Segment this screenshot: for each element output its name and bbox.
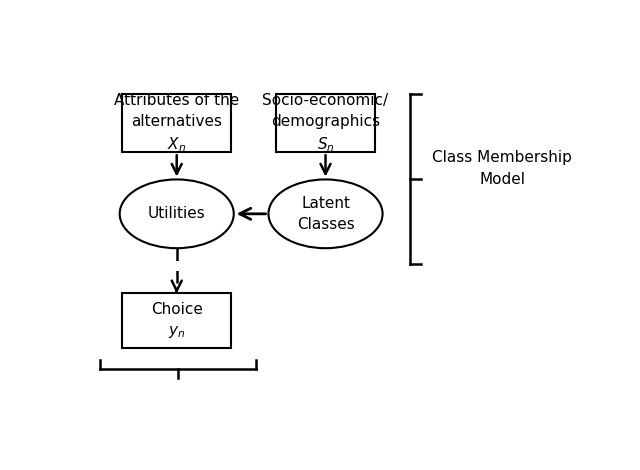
Text: Choice
$y_n$: Choice $y_n$	[151, 302, 203, 340]
Text: Latent
Classes: Latent Classes	[297, 196, 355, 232]
Text: Utilities: Utilities	[148, 206, 205, 221]
Bar	[276, 94, 375, 152]
Ellipse shape	[269, 180, 383, 248]
Text: Class Membership
Model: Class Membership Model	[432, 150, 572, 187]
Text: Attributes of the
alternatives
$X_n$: Attributes of the alternatives $X_n$	[114, 93, 239, 154]
Bar	[122, 94, 231, 152]
Text: Socio-economic/
demographics
$S_n$: Socio-economic/ demographics $S_n$	[262, 93, 388, 154]
Bar	[122, 293, 231, 348]
Ellipse shape	[120, 180, 234, 248]
